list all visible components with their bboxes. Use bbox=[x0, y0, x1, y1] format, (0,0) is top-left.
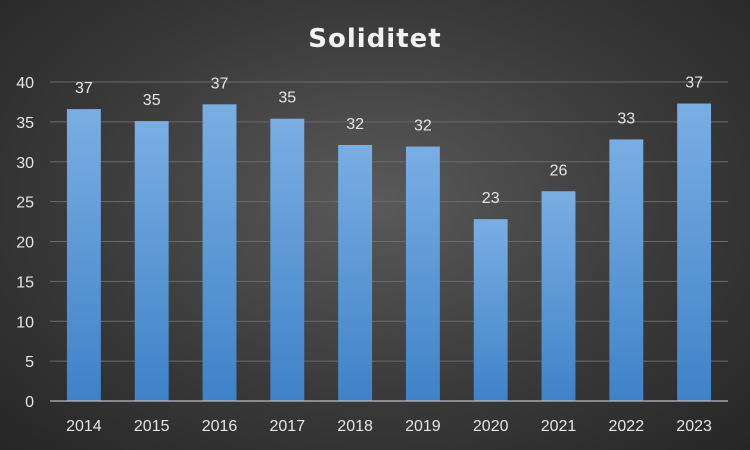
data-label: 37 bbox=[685, 75, 703, 92]
x-tick-label: 2014 bbox=[66, 418, 102, 435]
x-tick-label: 2017 bbox=[270, 418, 306, 435]
x-tick-label: 2019 bbox=[405, 418, 441, 435]
bar bbox=[202, 104, 237, 401]
data-label: 35 bbox=[143, 92, 161, 109]
data-label: 33 bbox=[617, 110, 635, 127]
x-tick-label: 2020 bbox=[473, 418, 509, 435]
y-tick-label: 40 bbox=[16, 75, 34, 92]
data-labels: 37 35 37 35 32 32 23 26 33 37 bbox=[75, 75, 703, 208]
x-tick-label: 2016 bbox=[202, 418, 238, 435]
bar bbox=[541, 191, 576, 401]
bar bbox=[473, 219, 508, 401]
data-label: 37 bbox=[211, 75, 229, 92]
y-tick-label: 20 bbox=[16, 235, 34, 252]
data-label: 37 bbox=[75, 80, 93, 97]
y-tick-label: 15 bbox=[16, 274, 34, 291]
bar bbox=[270, 118, 305, 401]
data-label: 35 bbox=[278, 90, 296, 107]
bars bbox=[66, 103, 712, 402]
y-tick-label: 0 bbox=[25, 394, 34, 411]
y-axis-tick-labels: 0 5 10 15 20 25 30 35 40 bbox=[16, 75, 34, 411]
data-label: 26 bbox=[550, 162, 568, 179]
x-tick-label: 2015 bbox=[134, 418, 170, 435]
data-label: 32 bbox=[414, 118, 432, 135]
y-tick-label: 30 bbox=[16, 155, 34, 172]
bar bbox=[338, 145, 373, 401]
data-label: 23 bbox=[482, 190, 500, 207]
bar bbox=[134, 121, 169, 401]
x-tick-label: 2018 bbox=[337, 418, 373, 435]
bar bbox=[677, 103, 712, 401]
x-tick-label: 2021 bbox=[541, 418, 577, 435]
data-label: 32 bbox=[346, 116, 364, 133]
y-tick-label: 35 bbox=[16, 115, 34, 132]
bar bbox=[66, 109, 101, 402]
x-axis-tick-labels: 2014 2015 2016 2017 2018 2019 2020 2021 2022 2023 bbox=[66, 418, 712, 435]
x-tick-label: 2022 bbox=[609, 418, 645, 435]
y-tick-label: 10 bbox=[16, 314, 34, 331]
bar bbox=[609, 139, 644, 402]
x-tick-label: 2023 bbox=[676, 418, 712, 435]
y-tick-label: 25 bbox=[16, 195, 34, 212]
chart-title: Soliditet bbox=[308, 24, 441, 54]
bar bbox=[405, 146, 440, 401]
y-tick-label: 5 bbox=[25, 354, 34, 371]
